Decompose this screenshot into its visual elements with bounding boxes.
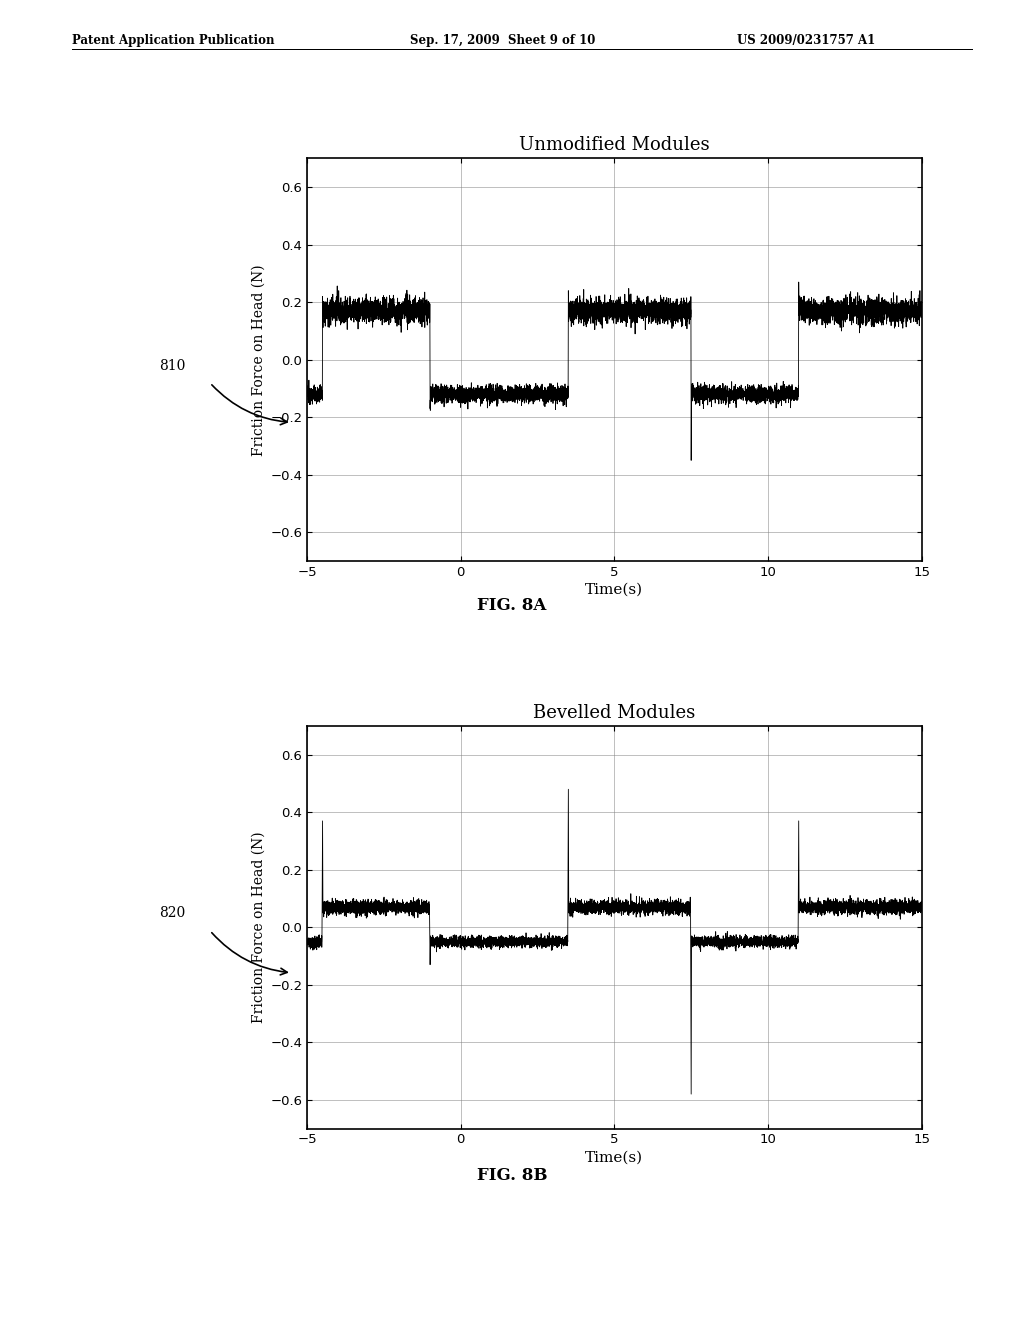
Y-axis label: Friction Force on Head (N): Friction Force on Head (N) (252, 832, 266, 1023)
Y-axis label: Friction Force on Head (N): Friction Force on Head (N) (252, 264, 266, 455)
Title: Bevelled Modules: Bevelled Modules (534, 704, 695, 722)
Text: Sep. 17, 2009  Sheet 9 of 10: Sep. 17, 2009 Sheet 9 of 10 (410, 34, 595, 48)
X-axis label: Time(s): Time(s) (586, 1151, 643, 1164)
Text: US 2009/0231757 A1: US 2009/0231757 A1 (737, 34, 876, 48)
X-axis label: Time(s): Time(s) (586, 583, 643, 597)
Text: 820: 820 (159, 907, 185, 920)
Text: FIG. 8B: FIG. 8B (477, 1167, 547, 1184)
Text: 810: 810 (159, 359, 185, 372)
Title: Unmodified Modules: Unmodified Modules (519, 136, 710, 154)
Text: Patent Application Publication: Patent Application Publication (72, 34, 274, 48)
Text: FIG. 8A: FIG. 8A (477, 597, 547, 614)
